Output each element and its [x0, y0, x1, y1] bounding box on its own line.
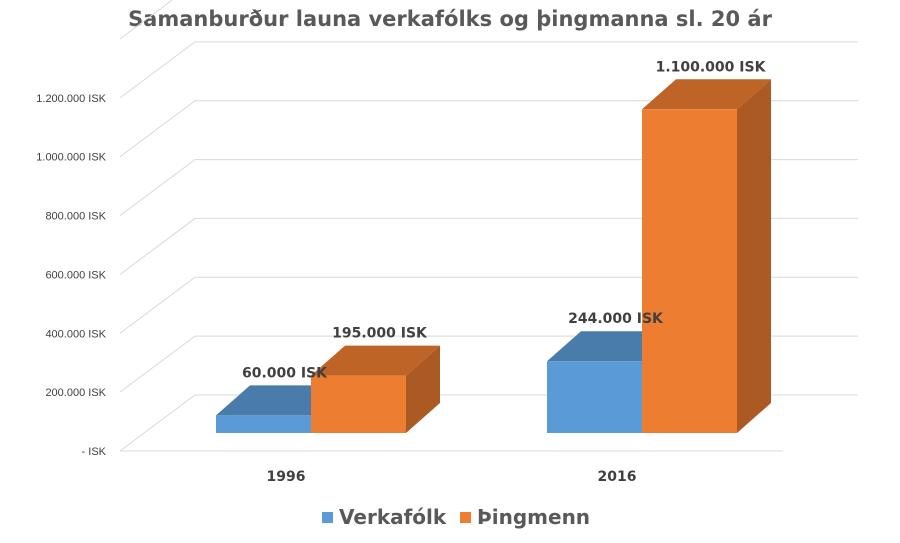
bar-side	[737, 79, 771, 434]
bar-front	[311, 375, 406, 433]
legend-label: Þingmenn	[477, 505, 590, 529]
y-tick-label: 400.000 ISK	[45, 328, 106, 340]
y-tick-label: - ISK	[82, 446, 107, 458]
gridline	[119, 217, 858, 275]
bar-top	[642, 79, 771, 110]
gridlines	[119, 0, 858, 452]
legend-swatch	[322, 512, 333, 523]
y-tick-label: 200.000 ISK	[45, 387, 106, 399]
y-tick-label: 800.000 ISK	[45, 211, 106, 223]
bars	[216, 79, 771, 434]
y-tick-label: 600.000 ISK	[45, 269, 106, 281]
y-tick-label: 1.000.000 ISK	[36, 152, 106, 164]
gridline	[119, 100, 858, 158]
bar-front	[642, 109, 737, 434]
gridline	[119, 0, 174, 40]
category-label: 1996	[267, 469, 306, 485]
x-axis-categories: 1996 2016	[267, 469, 637, 485]
gridline	[119, 159, 858, 216]
gridline	[119, 276, 858, 334]
bar-front	[547, 361, 642, 433]
gridline	[119, 41, 858, 99]
legend-label: Verkafólk	[339, 505, 447, 529]
chart-title: Samanburður launa verkafólks og þingmann…	[128, 7, 773, 31]
bar-top	[311, 345, 440, 376]
y-axis-ticks: - ISK 200.000 ISK 400.000 ISK 600.000 ISK 80…	[36, 93, 106, 458]
data-label: 244.000 ISK	[568, 311, 664, 327]
bar-side	[406, 345, 440, 433]
category-label: 2016	[598, 469, 637, 485]
bar	[311, 345, 440, 433]
legend-swatch	[460, 512, 471, 523]
legend: Verkafólk Þingmenn	[322, 505, 590, 529]
data-label: 195.000 ISK	[332, 326, 428, 342]
y-tick-label: 1.200.000 ISK	[36, 93, 106, 105]
data-label: 60.000 ISK	[242, 365, 328, 381]
data-labels: 60.000 ISK 195.000 ISK 244.000 ISK 1.100.00…	[242, 59, 767, 381]
bar	[642, 79, 771, 434]
bar-front	[216, 415, 311, 433]
data-label: 1.100.000 ISK	[656, 59, 767, 75]
